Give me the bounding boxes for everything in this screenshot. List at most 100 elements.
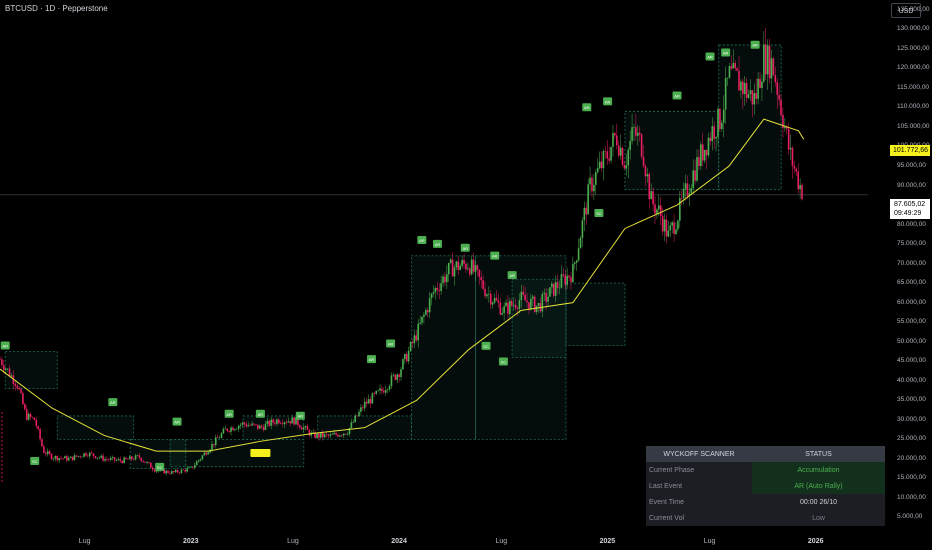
- candle-body: [556, 282, 559, 288]
- candle-body: [795, 168, 798, 172]
- candle-body: [600, 161, 603, 169]
- candle-body: [787, 128, 790, 150]
- candle-body: [365, 401, 368, 404]
- candle-body: [646, 174, 649, 177]
- candle-body: [652, 191, 654, 205]
- marker-label: AR: [752, 43, 758, 48]
- y-tick-label: 135.000,00: [897, 5, 930, 13]
- candle-body: [362, 407, 364, 409]
- candle-body: [428, 298, 431, 313]
- marker-label: AR: [369, 357, 375, 362]
- candle-body: [184, 469, 187, 472]
- candle-body: [130, 456, 133, 460]
- candle-body: [545, 292, 547, 302]
- candle-body: [392, 374, 395, 376]
- highlight-marker: [250, 449, 271, 458]
- candle-body: [608, 158, 610, 161]
- candle-body: [589, 177, 591, 185]
- candle-body: [425, 310, 427, 315]
- candle-body: [745, 82, 748, 98]
- candle-body: [1, 359, 3, 366]
- x-tick-label: Lug: [78, 538, 91, 545]
- candle-body: [764, 44, 767, 75]
- candle-body: [619, 147, 622, 156]
- candle-body: [598, 161, 601, 168]
- candle-body: [108, 459, 110, 461]
- y-tick-label: 65.000,00: [897, 279, 926, 287]
- candle-body: [379, 388, 381, 391]
- y-tick-label: 130.000,00: [897, 25, 930, 33]
- candle-body: [342, 433, 345, 436]
- candle-body: [579, 237, 582, 249]
- candle-body: [321, 432, 324, 438]
- x-tick-label: Lug: [495, 538, 508, 545]
- candle-body: [602, 151, 605, 169]
- candle-body: [791, 147, 794, 167]
- symbol-title[interactable]: BTCUSD · 1D · Pepperstone: [5, 4, 108, 13]
- candle-body: [169, 472, 171, 474]
- candle-body: [701, 144, 704, 161]
- candle-body: [396, 374, 398, 380]
- candle-body: [667, 230, 670, 237]
- candle-body: [75, 455, 78, 457]
- candle-body: [612, 133, 614, 147]
- candle-body: [703, 149, 706, 161]
- candle-body: [785, 126, 788, 129]
- marker-label: SC: [483, 344, 489, 349]
- candle-body: [461, 260, 463, 266]
- marker-label: AR: [435, 242, 441, 247]
- candle-body: [570, 277, 572, 283]
- candle-body: [360, 407, 362, 412]
- candle-body: [528, 302, 530, 310]
- candle-body: [757, 78, 759, 99]
- candle-body: [642, 156, 645, 167]
- candle-body: [724, 78, 727, 110]
- candle-body: [308, 429, 311, 436]
- candle-body: [621, 147, 624, 165]
- candle-body: [499, 302, 502, 315]
- candle-body: [491, 302, 494, 305]
- candle-body: [446, 274, 448, 283]
- candle-body: [167, 470, 169, 473]
- candle-body: [468, 268, 471, 275]
- last-price-value: 87.605,02: [894, 201, 926, 208]
- candle-body: [381, 388, 383, 391]
- candle-body: [663, 219, 666, 232]
- candle-body: [92, 453, 95, 457]
- candle-body: [337, 434, 339, 437]
- candle-body: [573, 262, 576, 264]
- y-tick-label: 40.000,00: [897, 376, 926, 384]
- candle-body: [323, 434, 326, 438]
- candle-body: [530, 298, 532, 310]
- marker-label: AR: [110, 400, 116, 405]
- ar-marker: [295, 411, 305, 420]
- candle-body: [736, 68, 738, 71]
- wyckoff-range-box: [56, 415, 135, 440]
- candle-body: [281, 423, 284, 425]
- candle-body: [688, 193, 691, 197]
- candle-body: [235, 428, 238, 430]
- candle-body: [768, 45, 771, 79]
- marker-label: SC: [157, 465, 163, 470]
- candle-body: [465, 263, 467, 270]
- candle-body: [79, 455, 82, 457]
- candle-body: [713, 126, 715, 139]
- candle-body: [564, 275, 567, 285]
- ar-marker: [432, 239, 442, 248]
- marker-label: AR: [174, 420, 180, 425]
- ar-marker: [750, 40, 760, 49]
- candle-body: [279, 423, 282, 424]
- candle-body: [54, 455, 57, 459]
- currency-button[interactable]: USD: [891, 3, 921, 18]
- candle-body: [87, 455, 89, 457]
- candle-body: [339, 435, 341, 437]
- scanner-header-left: WYCKOFF SCANNER: [646, 446, 752, 462]
- wyckoff-range-box: [475, 255, 567, 440]
- y-tick-label: 70.000,00: [897, 259, 926, 267]
- candle-body: [575, 260, 578, 263]
- candle-body: [304, 426, 307, 428]
- candle-body: [83, 453, 85, 457]
- scanner-row: Event Time 00:00 26/10: [646, 494, 885, 510]
- candle-body: [551, 283, 553, 288]
